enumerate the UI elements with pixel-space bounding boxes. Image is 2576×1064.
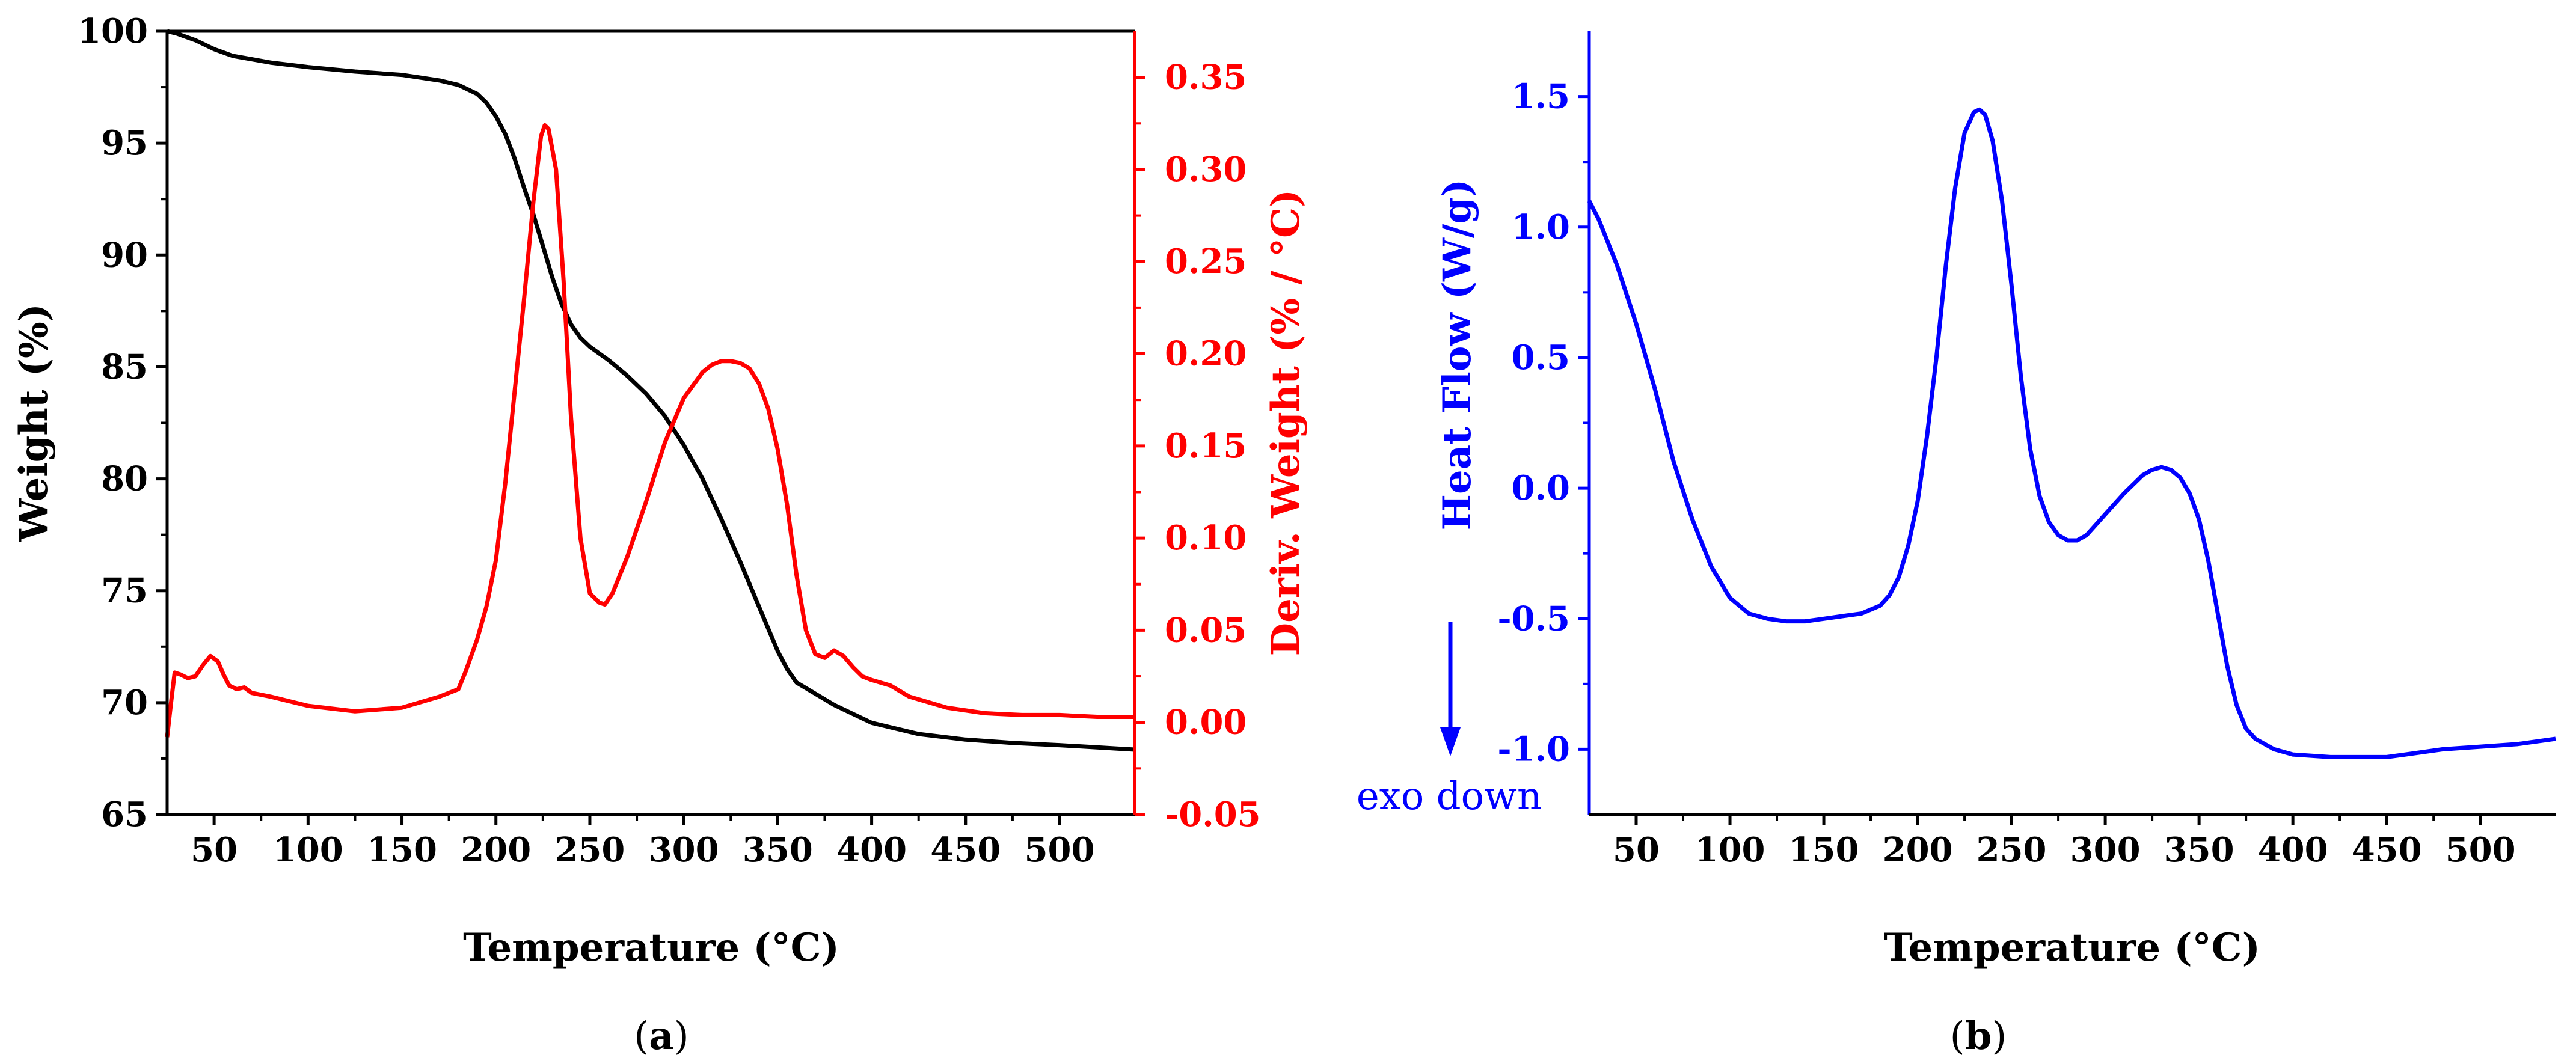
panel-a-y-tick-label: 100 <box>78 11 148 51</box>
panel-a-y-tick-label: 80 <box>101 459 148 499</box>
panel-a-x-tick-label: 200 <box>461 830 531 870</box>
panel-b-xlabel: Temperature (°C) <box>1884 925 2260 970</box>
panel-a-y2-tick-label: 0.35 <box>1165 58 1247 97</box>
panel-a-x-tick-label: 350 <box>743 830 813 870</box>
panel-b-y-tick-label: 1.5 <box>1512 77 1570 117</box>
panel-a-caption-open: ( <box>634 1014 649 1059</box>
panel-a-x-tick-label: 250 <box>555 830 625 870</box>
panel-b-caption-open: ( <box>1950 1014 1965 1059</box>
panel-a-x-tick-label: 150 <box>367 830 437 870</box>
panel-a-caption-label: a <box>649 1014 673 1059</box>
panel-b-x-tick-label: 300 <box>2070 830 2141 870</box>
panel-a-x-tick-label: 100 <box>273 830 343 870</box>
panel-a-y2-tick-label: 0.15 <box>1165 426 1247 466</box>
panel-a-ticks: 50 100 150 200 250 300 350 400 450 500 65 70 75 80 85 9… <box>78 11 1261 870</box>
panel-b-x-tick-label: 450 <box>2352 830 2422 870</box>
heat-flow-curve <box>1587 107 2556 759</box>
panel-b-x-tick-label: 400 <box>2258 830 2328 870</box>
panel-a-y-tick-label: 75 <box>101 571 148 611</box>
panel-a-y-tick-label: 85 <box>101 347 148 387</box>
panel-a-y2-tick-label: 0.00 <box>1165 703 1247 742</box>
panel-b-caption-close: ) <box>1992 1014 2007 1059</box>
panel-a-y2-tick-label: 0.25 <box>1165 242 1247 281</box>
panel-a-x-tick-label: 500 <box>1025 830 1095 870</box>
panel-b: 50 100 150 200 250 300 350 400 450 500 -1.0 -0.5 0.0… <box>1357 31 2556 1059</box>
panel-b-y-tick-label: -1.0 <box>1497 729 1570 769</box>
panel-a-y2-tick-label: 0.10 <box>1165 518 1247 558</box>
panel-b-y-tick-label: -0.5 <box>1497 599 1570 638</box>
panel-b-x-tick-label: 150 <box>1789 830 1859 870</box>
panel-a-x-tick-label: 400 <box>836 830 907 870</box>
panel-a-y-tick-label: 95 <box>101 123 148 163</box>
panel-a-y2-tick-label: 0.30 <box>1165 150 1247 189</box>
panel-b-x-tick-label: 350 <box>2164 830 2234 870</box>
panel-a-y2-tick-label: 0.05 <box>1165 610 1247 650</box>
panel-b-x-tick-label: 500 <box>2446 830 2516 870</box>
panel-b-x-tick-label: 250 <box>1976 830 2047 870</box>
exo-down-arrow-icon <box>1440 622 1461 756</box>
panel-b-y-tick-label: 1.0 <box>1512 207 1570 247</box>
exo-down-label: exo down <box>1357 774 1542 819</box>
panel-b-x-tick-label: 50 <box>1613 830 1660 870</box>
panel-b-x-tick-label: 200 <box>1883 830 1953 870</box>
panel-b-y-tick-label: 0.0 <box>1512 468 1570 508</box>
panel-a-x-tick-label: 300 <box>649 830 719 870</box>
panel-a-y-tick-label: 65 <box>101 795 148 834</box>
panel-a: 50 100 150 200 250 300 350 400 450 500 65 70 75 80 85 9… <box>11 11 1308 1059</box>
panel-a-caption: (a) <box>634 1014 688 1059</box>
panel-b-ylabel: Heat Flow (W/g) <box>1435 179 1480 531</box>
panel-b-y-tick-label: 0.5 <box>1512 338 1570 378</box>
panel-a-x-tick-label: 450 <box>930 830 1001 870</box>
panel-b-caption-label: b <box>1965 1014 1992 1059</box>
panel-b-ticks: 50 100 150 200 250 300 350 400 450 500 -1.0 -0.5 0.0… <box>1497 77 2515 870</box>
panel-a-ylabel-right: Deriv. Weight (% / °C) <box>1263 189 1308 656</box>
panel-b-x-tick-label: 100 <box>1695 830 1765 870</box>
weight-curve <box>167 29 1135 752</box>
panel-a-xlabel: Temperature (°C) <box>463 925 839 970</box>
panel-a-y-tick-label: 90 <box>101 235 148 275</box>
panel-a-x-tick-label: 50 <box>191 830 238 870</box>
panel-b-caption: (b) <box>1950 1014 2007 1059</box>
deriv-weight-curve <box>165 123 1135 738</box>
panel-a-y-tick-label: 70 <box>101 683 148 723</box>
panel-a-ylabel: Weight (%) <box>11 304 57 542</box>
panel-a-y2-tick-label: 0.20 <box>1165 334 1247 374</box>
panel-a-y2-tick-label: -0.05 <box>1165 795 1261 834</box>
panel-a-caption-close: ) <box>674 1014 689 1059</box>
